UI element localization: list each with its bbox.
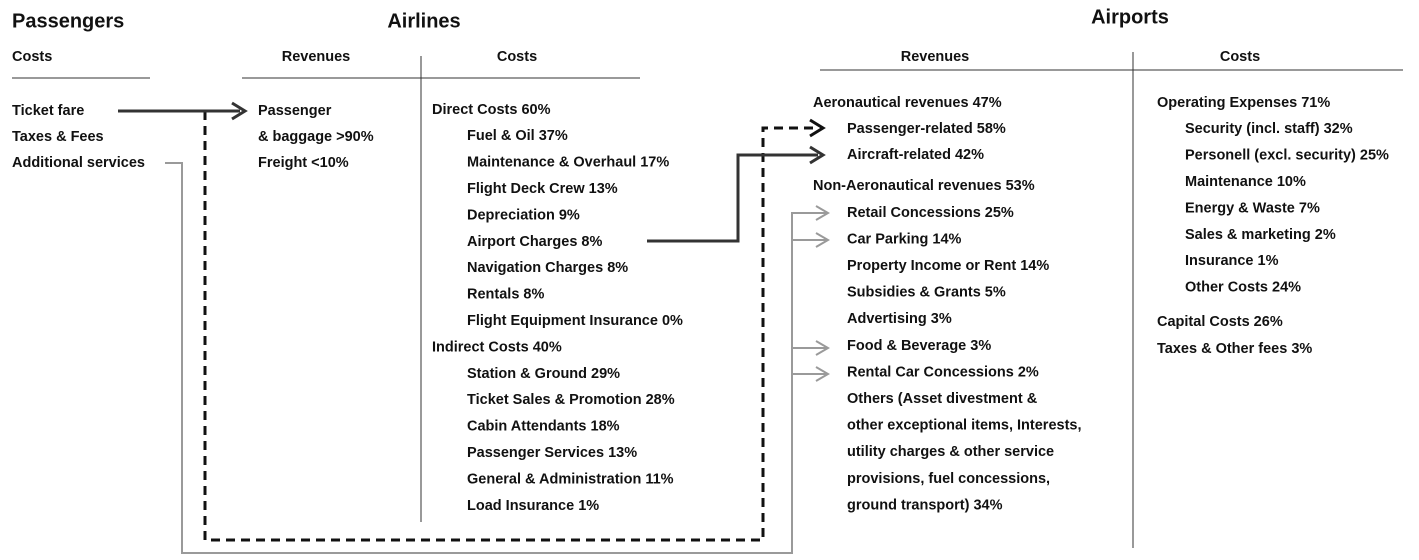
list-item: Retail Concessions 25% <box>847 205 1014 221</box>
list-item: Insurance 1% <box>1185 253 1279 269</box>
list-item: Flight Equipment Insurance 0% <box>467 313 683 329</box>
list-item: Passenger Services 13% <box>467 445 637 461</box>
list-item: Passenger <box>258 103 332 119</box>
list-item: Subsidies & Grants 5% <box>847 285 1006 301</box>
list-item: Airport Charges 8% <box>467 234 602 250</box>
list-item: Freight <10% <box>258 155 349 171</box>
list-item: other exceptional items, Interests, <box>847 418 1082 434</box>
list-item: Ticket fare <box>12 103 84 119</box>
list-item: Energy & Waste 7% <box>1185 200 1320 216</box>
group-label: Capital Costs 26% <box>1157 314 1283 330</box>
list-item: Passenger-related 58% <box>847 121 1006 137</box>
flow-arrow <box>165 162 830 554</box>
list-item: Depreciation 9% <box>467 207 580 223</box>
section-title: Airlines <box>387 10 460 32</box>
column-header: Costs <box>1220 49 1260 65</box>
list-item: Fuel & Oil 37% <box>467 128 568 144</box>
list-item: Personell (excl. security) 25% <box>1185 148 1389 164</box>
group-label: Aeronautical revenues 47% <box>813 95 1002 111</box>
column-header: Revenues <box>901 49 970 65</box>
group-label: Taxes & Other fees 3% <box>1157 341 1312 357</box>
group-label: Direct Costs 60% <box>432 102 551 118</box>
list-item: Navigation Charges 8% <box>467 260 628 276</box>
flow-arrow <box>118 101 826 243</box>
list-item: Other Costs 24% <box>1185 280 1301 296</box>
list-item: Security (incl. staff) 32% <box>1185 121 1353 137</box>
list-item: Property Income or Rent 14% <box>847 258 1049 274</box>
group-label: Operating Expenses 71% <box>1157 95 1330 111</box>
list-item: utility charges & other service <box>847 444 1054 460</box>
list-item: Rental Car Concessions 2% <box>847 364 1039 380</box>
list-item: ground transport) 34% <box>847 497 1003 513</box>
list-item: Cabin Attendants 18% <box>467 419 620 435</box>
list-item: Food & Beverage 3% <box>847 338 991 354</box>
list-item: Aircraft-related 42% <box>847 147 984 163</box>
list-item: Flight Deck Crew 13% <box>467 181 618 197</box>
list-item: Rentals 8% <box>467 287 544 303</box>
list-item: Taxes & Fees <box>12 129 104 145</box>
list-item: Advertising 3% <box>847 311 952 327</box>
group-label: Indirect Costs 40% <box>432 339 562 355</box>
list-item: Station & Ground 29% <box>467 366 620 382</box>
flow-arrow <box>203 111 826 542</box>
section-title: Passengers <box>12 10 124 32</box>
list-item: & baggage >90% <box>258 129 374 145</box>
list-item: Car Parking 14% <box>847 231 962 247</box>
column-header: Revenues <box>282 49 351 65</box>
list-item: Maintenance & Overhaul 17% <box>467 155 669 171</box>
list-item: Maintenance 10% <box>1185 174 1306 190</box>
list-item: Sales & marketing 2% <box>1185 227 1336 243</box>
list-item: Additional services <box>12 155 145 171</box>
list-item: Others (Asset divestment & <box>847 391 1038 407</box>
group-label: Non-Aeronautical revenues 53% <box>813 178 1035 194</box>
column-header: Costs <box>12 49 52 65</box>
list-item: Ticket Sales & Promotion 28% <box>467 392 675 408</box>
list-item: General & Administration 11% <box>467 471 674 487</box>
list-item: Load Insurance 1% <box>467 498 599 514</box>
column-header: Costs <box>497 49 537 65</box>
list-item: provisions, fuel concessions, <box>847 471 1050 487</box>
section-title: Airports <box>1091 6 1169 28</box>
